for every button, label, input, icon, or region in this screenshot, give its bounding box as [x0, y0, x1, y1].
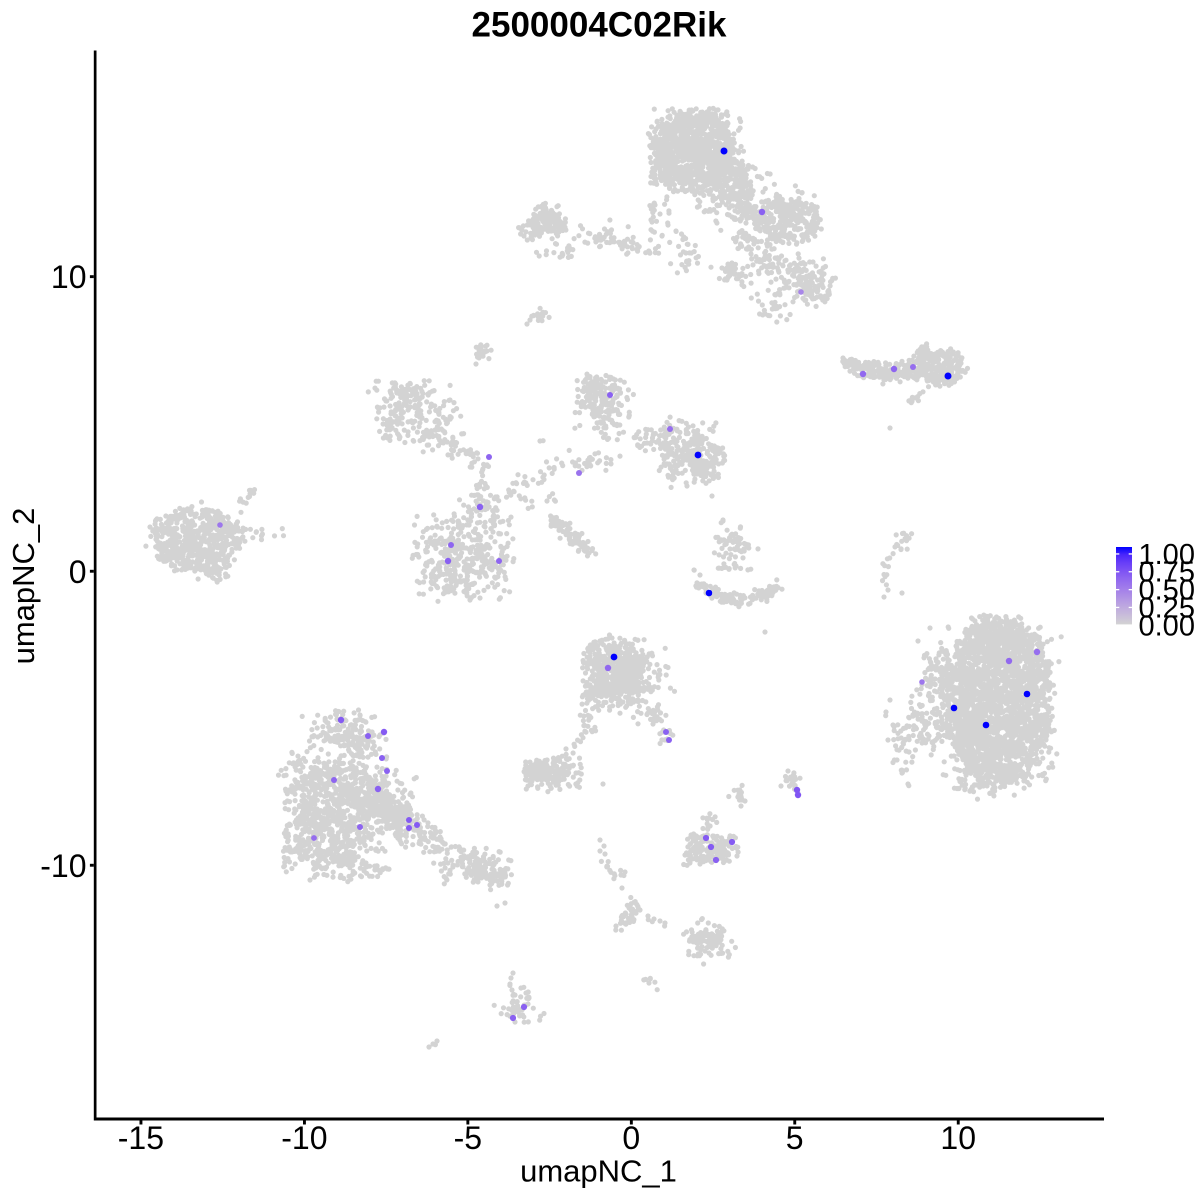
svg-text:umapNC_1: umapNC_1 — [520, 1154, 677, 1189]
svg-text:-10: -10 — [281, 1120, 327, 1156]
svg-text:0: 0 — [69, 554, 87, 590]
svg-text:-10: -10 — [40, 848, 86, 884]
svg-text:10: 10 — [51, 259, 87, 295]
svg-text:2500004C02Rik: 2500004C02Rik — [472, 5, 727, 44]
svg-text:0.25: 0.25 — [1139, 592, 1195, 624]
svg-text:1.00: 1.00 — [1139, 539, 1195, 571]
svg-text:0.00: 0.00 — [1139, 610, 1195, 642]
svg-text:10: 10 — [940, 1120, 976, 1156]
svg-text:-15: -15 — [118, 1120, 164, 1156]
svg-text:5: 5 — [786, 1120, 804, 1156]
svg-text:-5: -5 — [454, 1120, 482, 1156]
svg-text:0.50: 0.50 — [1139, 575, 1195, 607]
svg-text:umapNC_2: umapNC_2 — [6, 508, 41, 665]
svg-text:0.75: 0.75 — [1139, 557, 1195, 589]
svg-text:0: 0 — [622, 1120, 640, 1156]
